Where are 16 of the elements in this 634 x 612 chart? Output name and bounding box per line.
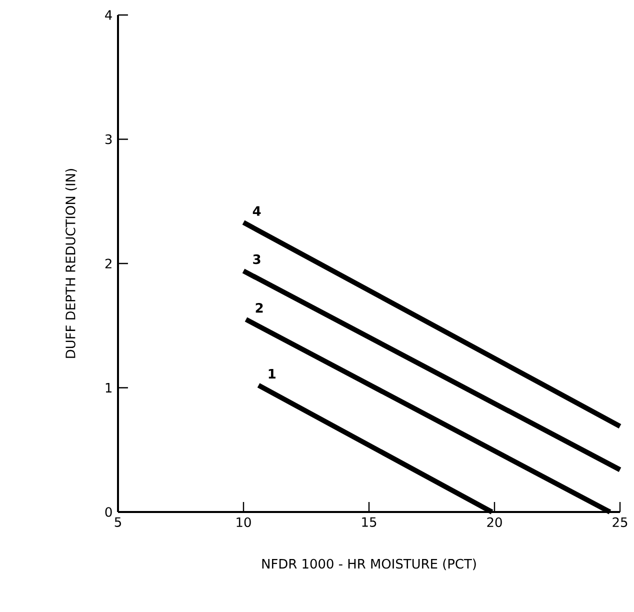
- y-tick-label: 2: [105, 258, 112, 268]
- x-tick-label: 10: [236, 517, 251, 528]
- x-tick-label: 5: [114, 517, 121, 527]
- y-tick-label: 0: [105, 507, 112, 517]
- x-tick-label: 25: [612, 517, 628, 528]
- x-tick-label: 20: [487, 517, 502, 528]
- y-axis-title: DUFF DEPTH REDUCTION (IN): [65, 169, 77, 358]
- series-label: 3: [253, 254, 260, 264]
- series-label: 1: [268, 369, 276, 378]
- x-tick-label: 15: [362, 517, 376, 527]
- y-tick-label: 4: [105, 10, 112, 20]
- series-label: 2: [256, 302, 263, 313]
- x-axis-title: NFDR 1000 - HR MOISTURE (PCT): [262, 558, 476, 570]
- y-tick-label: 3: [105, 134, 112, 144]
- y-tick-label: 1: [106, 383, 112, 392]
- series-label: 4: [252, 206, 261, 216]
